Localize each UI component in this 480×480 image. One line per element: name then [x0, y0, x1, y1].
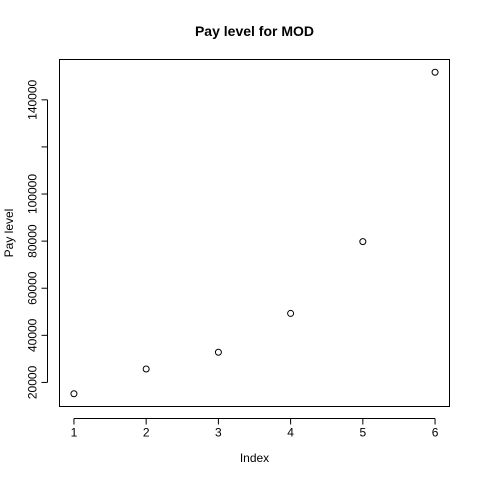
data-point — [70, 390, 78, 398]
y-tick-label: 20000 — [26, 365, 40, 399]
data-point — [142, 365, 150, 373]
data-points — [70, 68, 439, 398]
y-axis-label: Pay level — [2, 209, 16, 258]
data-point — [431, 68, 439, 76]
x-tick-label: 5 — [359, 426, 366, 440]
chart-title: Pay level for MOD — [195, 23, 314, 39]
x-tick-label: 6 — [432, 426, 439, 440]
y-tick-label: 140000 — [26, 79, 40, 119]
x-tick-label: 2 — [143, 426, 150, 440]
x-axis: 1 2 3 4 5 6 — [71, 418, 439, 440]
data-point — [214, 348, 222, 356]
data-point — [359, 238, 367, 246]
y-tick-label: 40000 — [26, 318, 40, 352]
x-axis-label: Index — [240, 451, 269, 465]
y-tick-label: 60000 — [26, 271, 40, 305]
plot-frame — [59, 59, 450, 407]
x-tick-label: 1 — [71, 426, 78, 440]
y-tick-label: 100000 — [26, 174, 40, 214]
y-tick-label: 80000 — [26, 224, 40, 258]
data-point — [287, 309, 295, 317]
y-axis: 20000 40000 60000 80000 100000 140000 — [26, 79, 48, 399]
x-tick-label: 4 — [287, 426, 294, 440]
x-tick-label: 3 — [215, 426, 222, 440]
